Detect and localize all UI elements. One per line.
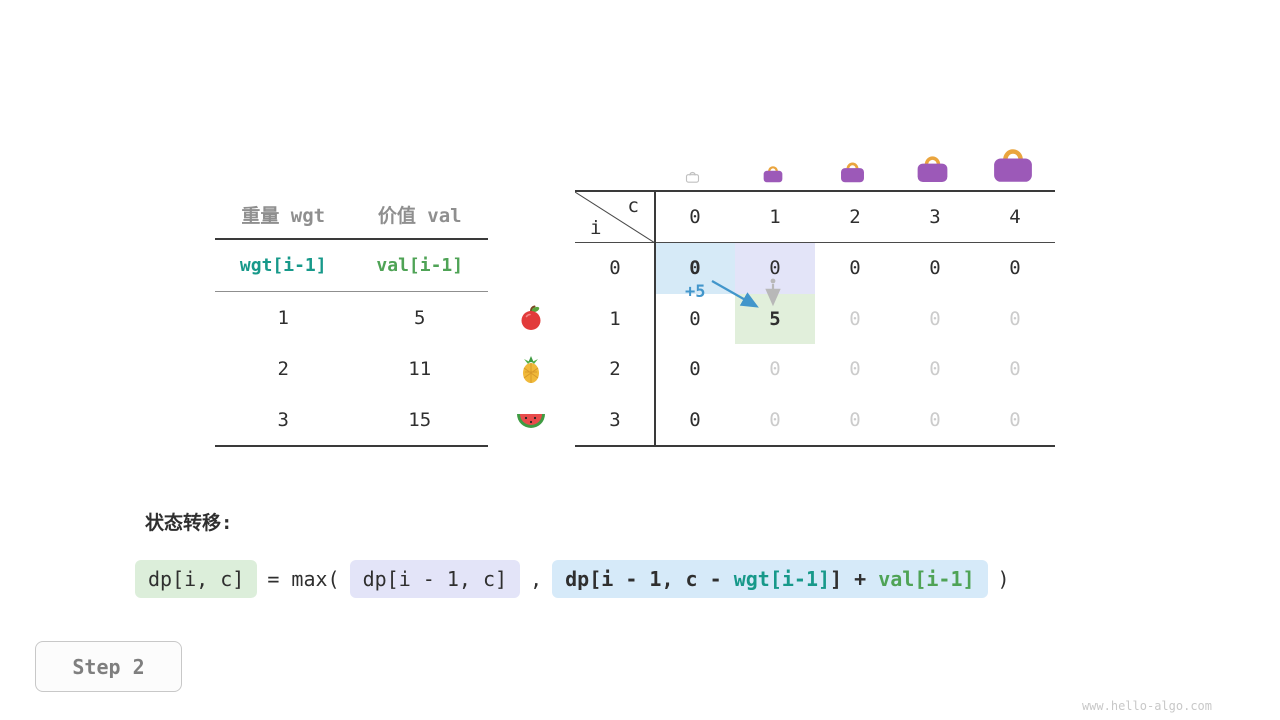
bag-icon-capacity-4 bbox=[990, 144, 1036, 184]
formula-close-paren: ) bbox=[997, 567, 1010, 591]
formula-equals-max: = max( bbox=[267, 567, 340, 591]
formula-take-val: val[i-1] bbox=[878, 567, 975, 591]
dp-cell-2-4: 0 bbox=[1009, 358, 1021, 381]
item-2-value: 11 bbox=[408, 357, 432, 380]
dp-cell-1-4: 0 bbox=[1009, 307, 1021, 330]
weight-column-header: 重量 wgt bbox=[241, 204, 326, 227]
corner-label-c: c bbox=[627, 195, 639, 217]
dp-col-header-2: 2 bbox=[849, 206, 861, 228]
dp-cell-1-2: 0 bbox=[849, 307, 861, 330]
formula-take-part2: ] + bbox=[830, 567, 879, 591]
dp-cell-0-0: 0 bbox=[655, 243, 735, 294]
dp-cell-1-3: 0 bbox=[929, 307, 941, 330]
dp-cell-1-1: 5 bbox=[735, 293, 815, 344]
dp-col-header-1: 1 bbox=[769, 206, 781, 228]
bag-icon-capacity-0 bbox=[685, 169, 700, 184]
apple-icon bbox=[505, 292, 557, 343]
dp-row-header-0: 0 bbox=[609, 257, 621, 280]
dp-col-header-4: 4 bbox=[1009, 206, 1021, 228]
dp-row-header-3: 3 bbox=[609, 408, 621, 431]
dp-cell-0-2: 0 bbox=[849, 257, 861, 280]
corner-diagonal-line bbox=[575, 192, 655, 243]
dp-row-2: 2 0 0 0 0 0 bbox=[575, 344, 1055, 395]
bag-icon-capacity-2 bbox=[839, 159, 866, 184]
step-badge: Step 2 bbox=[35, 641, 182, 692]
state-transition-formula: dp[i, c] = max( dp[i - 1, c] , dp[i - 1,… bbox=[135, 560, 1020, 598]
item-row-3: 3 15 bbox=[215, 394, 488, 445]
dp-cell-3-1: 0 bbox=[769, 408, 781, 431]
val-variable-label: val[i-1] bbox=[376, 255, 464, 276]
watermark: www.hello-algo.com bbox=[1081, 699, 1212, 713]
formula-take-wgt: wgt[i-1] bbox=[733, 567, 831, 591]
dp-cell-3-4: 0 bbox=[1009, 408, 1021, 431]
dp-table-header-row: c i 0 1 2 3 4 bbox=[575, 192, 1055, 243]
dp-cell-2-3: 0 bbox=[929, 358, 941, 381]
dp-row-1: 1 0 5 0 0 0 bbox=[575, 293, 1055, 344]
dp-row-3: 3 0 0 0 0 0 bbox=[575, 395, 1055, 446]
dp-cell-0-4: 0 bbox=[1009, 257, 1021, 280]
dp-cell-3-2: 0 bbox=[849, 408, 861, 431]
items-table: 重量 wgt 价值 val wgt[i-1] val[i-1] 1 5 2 11… bbox=[215, 190, 488, 447]
state-transition-label: 状态转移: bbox=[145, 512, 233, 534]
wgt-variable-label: wgt[i-1] bbox=[239, 255, 327, 276]
formula-dp-current: dp[i, c] bbox=[135, 560, 258, 598]
pineapple-icon bbox=[505, 343, 557, 394]
dp-row-header-1: 1 bbox=[609, 307, 621, 330]
item-row-1: 1 5 bbox=[215, 292, 488, 343]
dp-cell-3-0: 0 bbox=[689, 408, 701, 431]
dp-cell-1-0: 0 bbox=[689, 307, 701, 330]
item-3-value: 15 bbox=[408, 408, 432, 431]
item-1-value: 5 bbox=[414, 306, 426, 329]
formula-option-take: dp[i - 1, c - wgt[i-1]] + val[i-1] bbox=[552, 560, 988, 598]
dp-col-header-0: 0 bbox=[689, 206, 701, 228]
dp-table-vertical-divider bbox=[654, 192, 656, 445]
items-table-variable-row: wgt[i-1] val[i-1] bbox=[215, 240, 488, 292]
dp-cell-2-1: 0 bbox=[769, 358, 781, 381]
watermelon-icon bbox=[505, 394, 557, 445]
dp-row-0: 0 0 0 0 0 0 bbox=[575, 243, 1055, 294]
dp-cell-3-3: 0 bbox=[929, 408, 941, 431]
item-1-weight: 1 bbox=[277, 306, 289, 329]
value-column-header: 价值 val bbox=[377, 204, 462, 227]
dp-col-header-3: 3 bbox=[929, 206, 941, 228]
formula-option-skip: dp[i - 1, c] bbox=[349, 560, 521, 598]
dp-cell-0-3: 0 bbox=[929, 257, 941, 280]
bag-icon-capacity-1 bbox=[762, 163, 784, 184]
item-3-weight: 3 bbox=[277, 408, 289, 431]
dp-cell-2-0: 0 bbox=[689, 358, 701, 381]
bag-icon-capacity-3 bbox=[915, 152, 950, 184]
formula-comma: , bbox=[530, 567, 543, 591]
corner-label-i: i bbox=[590, 217, 602, 239]
items-table-header-row: 重量 wgt 价值 val bbox=[215, 190, 488, 240]
item-row-2: 2 11 bbox=[215, 343, 488, 394]
dp-cell-0-1: 0 bbox=[735, 243, 815, 294]
item-2-weight: 2 bbox=[277, 357, 289, 380]
formula-take-part1: dp[i - 1, c - bbox=[565, 567, 734, 591]
dp-row-header-2: 2 bbox=[609, 358, 621, 381]
dp-corner-cell: c i bbox=[575, 192, 655, 243]
dp-cell-2-2: 0 bbox=[849, 358, 861, 381]
dp-table: c i 0 1 2 3 4 0 0 0 0 0 0 1 0 5 0 0 0 2 … bbox=[575, 190, 1055, 447]
